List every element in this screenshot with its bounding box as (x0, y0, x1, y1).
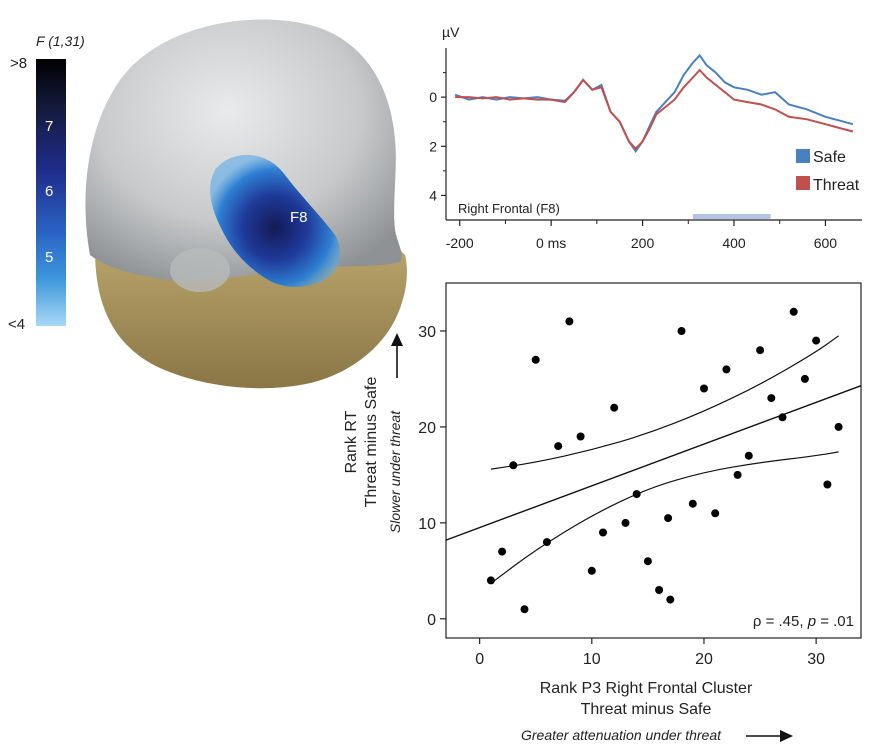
scatter-point (486, 576, 495, 585)
scatter-ylabel-line1: Rank RT (343, 410, 360, 473)
scatter-point (664, 514, 673, 523)
scatter-point (554, 442, 563, 451)
scatter-point (812, 336, 821, 345)
erp-shaded-window (692, 214, 771, 219)
scatter-point (711, 509, 720, 518)
x-arrow-icon (746, 730, 793, 742)
scatter-point (744, 451, 753, 460)
scatter-point (509, 461, 518, 470)
annotation-rho: ρ = .45, (753, 613, 808, 630)
scatter-point (655, 586, 664, 594)
face-shape (95, 245, 407, 389)
scatter-ylabel-line2: Threat minus Safe (363, 377, 380, 508)
scatter-xlabel-line2: Threat minus Safe (581, 701, 712, 718)
scatter-y-tick-label: 0 (427, 612, 436, 629)
scatter-y-tick-label: 30 (418, 324, 436, 341)
scatter-point (688, 499, 697, 508)
erp-y-ticks: 0 2 4 (429, 72, 446, 203)
colorbar-gradient (36, 59, 66, 326)
legend-swatch-threat (796, 176, 810, 190)
scatter-point (733, 470, 742, 479)
scatter-y-arrow-label: Slower under threat (387, 410, 403, 533)
scatter-point (565, 317, 574, 326)
erp-panel-label: Right Frontal (F8) (458, 201, 560, 216)
scatter-plot-frame (445, 282, 862, 639)
erp-y-tick-label: 4 (429, 187, 437, 203)
annotation-p-symbol: p (807, 613, 816, 630)
scatter-point (666, 595, 675, 604)
erp-x-tick-label: 0 ms (536, 235, 566, 251)
scatter-point (834, 422, 843, 431)
scatter-points (486, 307, 843, 614)
colorbar-tick-min: <4 (8, 316, 25, 333)
scatter-x-tick-label: 20 (695, 651, 713, 668)
legend-label-threat: Threat (813, 177, 860, 194)
scatter-x-ticks: 0 10 20 30 (475, 638, 825, 668)
scatter-point (498, 547, 507, 556)
ear-shape (170, 248, 230, 292)
scatter-y-ticks: 0 10 20 30 (418, 324, 446, 629)
erp-x-ticks: -200 0 ms 200 400 600 (446, 220, 838, 251)
colorbar-title: F (1,31) (36, 33, 85, 49)
scatter-point (800, 374, 809, 383)
scatter-y-tick-label: 10 (418, 516, 436, 533)
erp-x-tick-label: 400 (722, 235, 746, 251)
scatter-ci-lower (490, 451, 839, 584)
scatter-point (643, 557, 652, 566)
colorbar-tick-5: 5 (45, 249, 53, 266)
erp-x-tick-label: 600 (814, 235, 838, 251)
scatter-point (767, 394, 776, 403)
scatter-ci-upper (490, 335, 839, 470)
head-illustration: F8 (85, 19, 407, 389)
activation-blob (210, 154, 340, 287)
erp-legend: Safe Threat (796, 149, 860, 194)
scatter-point (576, 432, 585, 441)
scatter-point (621, 518, 630, 527)
scatter-xlabel-line1: Rank P3 Right Frontal Cluster (540, 680, 753, 697)
scatter-annotation: ρ = .45, p = .01 (753, 613, 854, 630)
scatter-x-tick-label: 30 (807, 651, 825, 668)
scatter-point (632, 490, 641, 499)
erp-x-tick-label: -200 (446, 235, 474, 251)
erp-x-tick-label: 200 (631, 235, 655, 251)
legend-label-safe: Safe (813, 149, 846, 166)
scatter-point (542, 538, 551, 547)
scatter-chart: 0 10 20 30 0 10 20 30 ρ = .45, p = .01 Rank RT… (343, 282, 862, 743)
scatter-point (778, 413, 787, 422)
electrode-label-f8: F8 (290, 209, 308, 226)
scatter-point (677, 327, 686, 335)
scatter-point (756, 346, 765, 355)
scatter-point (610, 403, 619, 412)
legend-swatch-safe (796, 149, 810, 163)
scatter-fit-line (445, 385, 862, 541)
erp-chart: µV 0 2 4 -200 0 ms 200 400 600 Right Frontal (… (429, 24, 862, 251)
scatter-point (531, 355, 540, 364)
colorbar-tick-6: 6 (45, 183, 53, 200)
skull-shape (85, 19, 402, 282)
scatter-x-tick-label: 10 (583, 651, 601, 668)
scatter-point (722, 365, 731, 374)
erp-line-threat (455, 68, 854, 151)
scatter-point (789, 307, 798, 316)
scatter-point (700, 384, 708, 393)
scatter-x-tick-label: 0 (475, 651, 484, 668)
scatter-point (599, 528, 607, 537)
scatter-y-tick-label: 20 (418, 420, 436, 437)
colorbar-tick-7: 7 (45, 118, 53, 135)
colorbar-tick-max: >8 (10, 55, 27, 72)
erp-y-tick-label: 0 (429, 89, 437, 105)
erp-line-safe (454, 53, 854, 153)
erp-y-tick-label: 2 (429, 138, 437, 154)
scatter-point (587, 566, 596, 575)
erp-y-unit: µV (442, 24, 460, 40)
colorbar: F (1,31) >8 7 6 5 <4 (8, 33, 85, 333)
scatter-point (823, 480, 832, 489)
scatter-point (520, 605, 529, 614)
y-arrow-icon (391, 333, 403, 378)
scatter-x-arrow-label: Greater attenuation under threat (521, 727, 722, 743)
annotation-p-value: = .01 (816, 613, 854, 630)
